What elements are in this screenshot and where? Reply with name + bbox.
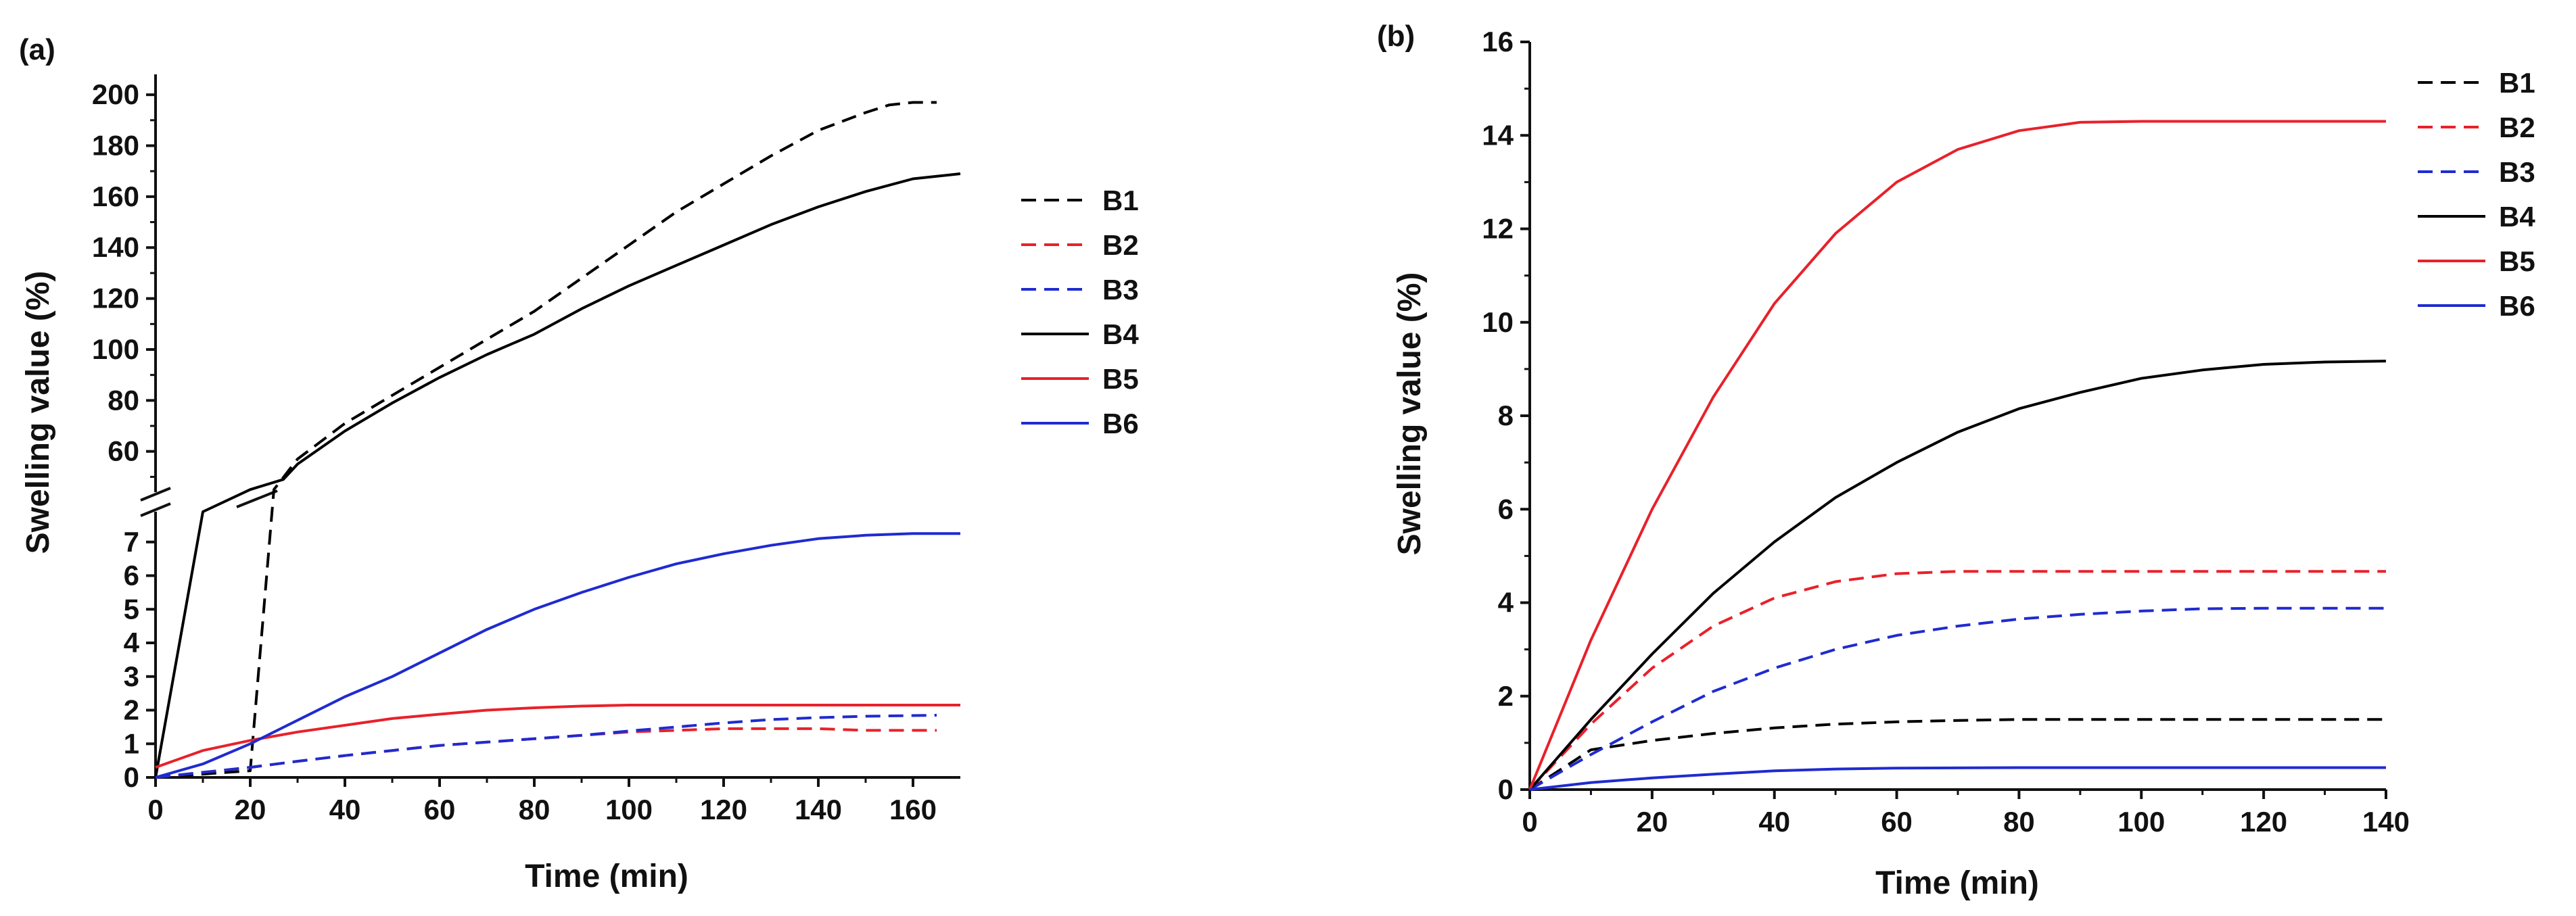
- panel-a-y-tick-label: 2: [124, 694, 139, 726]
- panel-a-x-tick-label: 40: [329, 794, 361, 825]
- panel-b-legend-label-b1: B1: [2499, 67, 2535, 99]
- panel-b-y-tick-label: 12: [1482, 213, 1514, 245]
- panel-b-legend-label-b4: B4: [2499, 201, 2535, 233]
- panel-a-y-tick-label: 140: [92, 231, 139, 263]
- panel-b-legend-label-b6: B6: [2499, 290, 2535, 322]
- panel-a-legend-label-b1: B1: [1102, 185, 1139, 216]
- panel-b-y-tick-label: 2: [1498, 680, 1514, 712]
- panel-a-x-tick-label: 100: [605, 794, 653, 825]
- panel-a-x-tick-label: 80: [519, 794, 551, 825]
- panel-b-legend-label-b3: B3: [2499, 156, 2535, 188]
- panel-b-y-tick-label: 4: [1498, 587, 1514, 619]
- panel-a-x-tick-label: 160: [889, 794, 937, 825]
- panel-b-ticks: 0 20 40 60 80 100 120 140 0 2 4 6 8 10 12 14 16: [1482, 26, 2410, 838]
- panel-a-series-b5: [155, 704, 960, 769]
- panel-a-axis-break-mark: [140, 502, 171, 517]
- panel-a-x-tick-label: 20: [235, 794, 266, 825]
- panel-a-y-tick-label: 200: [92, 78, 139, 110]
- panel-a-y-tick-label: 5: [124, 593, 139, 625]
- panel-a-y-tick-label: 180: [92, 130, 139, 162]
- panel-a-y-tick-label: 60: [108, 435, 139, 467]
- panel-a-x-tick-label: 0: [147, 794, 163, 825]
- panel-a-legend-label-b2: B2: [1102, 229, 1139, 261]
- panel-b-series-b4: [1528, 360, 2387, 791]
- panel-a-label: (a): [19, 33, 55, 66]
- panel-b-series-lines: [1528, 120, 2387, 791]
- panel-b-x-tick-label: 0: [1522, 806, 1537, 838]
- panel-a-y-tick-label: 100: [92, 333, 139, 365]
- panel-a-series-b3: [155, 714, 937, 779]
- panel-a-y-tick-label: 160: [92, 180, 139, 212]
- panel-b-x-tick-label: 20: [1636, 806, 1668, 838]
- panel-b-label: (b): [1377, 20, 1415, 53]
- panel-a-y-tick-label: 4: [124, 627, 140, 658]
- panel-b-x-axis-title: Time (min): [1875, 865, 2039, 901]
- panel-b-series-b6: [1529, 766, 2386, 791]
- panel-a-axes: [140, 74, 960, 779]
- panel-a-x-axis-title: Time (min): [525, 859, 688, 894]
- panel-a-y-tick-label: 3: [124, 660, 139, 692]
- panel-a-series-lines: [154, 101, 961, 779]
- panel-b-y-tick-label: 0: [1498, 773, 1514, 805]
- panel-a-legend-label-b4: B4: [1102, 318, 1139, 350]
- panel-b-legend-label-b5: B5: [2499, 245, 2535, 277]
- panel-a-series-b4: [154, 172, 961, 778]
- panel-b-y-tick-label: 16: [1482, 26, 1514, 57]
- panel-a-y-tick-label: 0: [124, 761, 139, 793]
- panel-b-y-tick-label: 8: [1498, 400, 1514, 431]
- panel-b-x-tick-label: 80: [2003, 806, 2035, 838]
- panel-b-series-b2: [1528, 570, 2386, 791]
- panel-a-axis-break-mark: [140, 487, 171, 502]
- panel-a-x-tick-label: 60: [424, 794, 456, 825]
- panel-a-legend-label-b3: B3: [1102, 274, 1139, 306]
- panel-b-x-tick-label: 100: [2117, 806, 2165, 838]
- panel-b-axes: [1528, 42, 2386, 791]
- panel-b-y-tick-label: 10: [1482, 306, 1514, 338]
- panel-b-series-b3: [1529, 606, 2386, 791]
- panel-a-y-tick-label: 120: [92, 283, 139, 314]
- panel-a-y-tick-label: 7: [124, 526, 139, 558]
- panel-b-y-tick-label: 6: [1498, 493, 1514, 525]
- panel-a-y-tick-label: 6: [124, 560, 139, 592]
- panel-a-y-axis-title: Swelling value (%): [20, 271, 56, 554]
- panel-a-y-tick-label: 1: [124, 727, 139, 759]
- panel-a-series-b1: [155, 101, 937, 779]
- panel-a-legend-label-b5: B5: [1102, 363, 1139, 395]
- panel-b-legend-label-b2: B2: [2499, 112, 2535, 143]
- panel-b-chart: (b) Swelling value (%) Time (min) 0 20 40 6…: [1377, 20, 2535, 901]
- panel-a-data-break-mark: [236, 489, 278, 508]
- panel-b-series-b1: [1528, 718, 2386, 791]
- panel-b-series-b5: [1528, 120, 2386, 790]
- panel-b-x-tick-label: 120: [2240, 806, 2287, 838]
- panel-a-x-tick-label: 140: [795, 794, 842, 825]
- panel-a-ticks: 0 20 40 60 80 100 120 140 1600123456760801001201…: [92, 78, 937, 825]
- panel-b-legend: B1 B2 B3 B4 B5 B6: [2418, 67, 2535, 322]
- panel-a-chart: (a) Swelling value (%) Time (min) 0 20 40 6…: [19, 33, 1139, 894]
- panel-b-x-tick-label: 140: [2362, 806, 2410, 838]
- panel-b-y-tick-label: 14: [1482, 119, 1514, 151]
- panel-b-x-tick-label: 60: [1881, 806, 1913, 838]
- panel-a-legend: B1 B2 B3 B4 B5 B6: [1021, 185, 1139, 439]
- panel-b-x-tick-label: 40: [1758, 806, 1790, 838]
- panel-a-y-tick-label: 80: [108, 384, 139, 416]
- panel-a-legend-label-b6: B6: [1102, 408, 1139, 439]
- panel-a-x-tick-label: 120: [700, 794, 747, 825]
- panel-b-y-axis-title: Swelling value (%): [1392, 272, 1428, 556]
- panel-a-series-b6: [155, 532, 960, 779]
